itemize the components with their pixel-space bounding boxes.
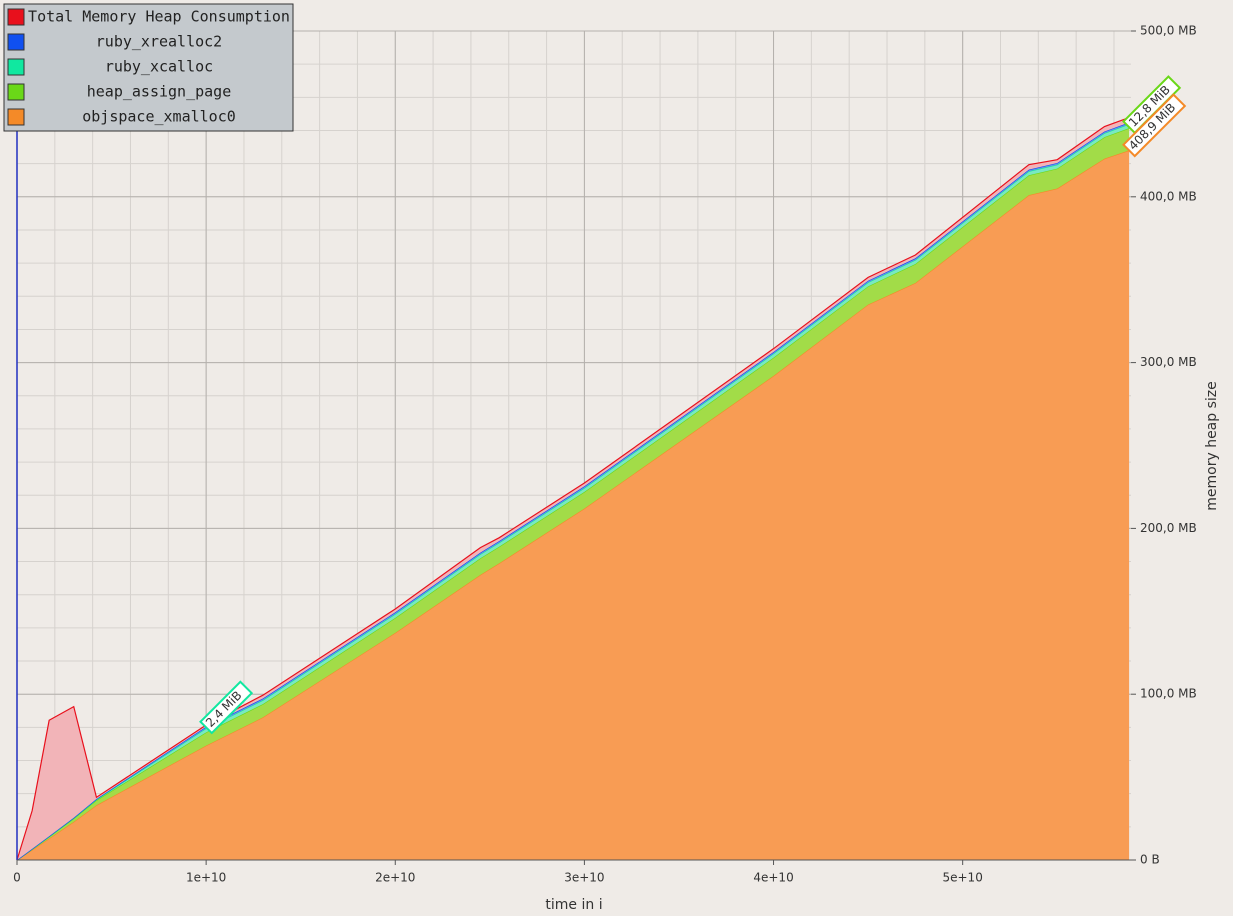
x-tick-label: 0 (13, 871, 21, 885)
y-axis-label: memory heap size (1204, 381, 1220, 511)
x-tick-label: 5e+10 (942, 871, 982, 885)
legend-label: objspace_xmalloc0 (82, 108, 236, 126)
legend-swatch (7, 33, 25, 51)
x-tick-label: 4e+10 (753, 871, 793, 885)
legend-swatch (7, 83, 25, 101)
x-tick-label: 2e+10 (375, 871, 415, 885)
legend-label: ruby_xrealloc2 (96, 33, 222, 51)
annotation-box (1122, 93, 1187, 158)
x-tick-label: 3e+10 (564, 871, 604, 885)
area-fill (17, 128, 1130, 860)
area-fill (17, 150, 1130, 861)
legend-label: Total Memory Heap Consumption (28, 8, 290, 26)
x-tick-label: 1e+10 (186, 871, 226, 885)
legend-label: heap_assign_page (87, 83, 232, 101)
area-line (16, 116, 1130, 861)
legend: Total Memory Heap Consumption ruby_xreall… (3, 3, 294, 132)
y-tick-label: 200,0 MB (1140, 521, 1197, 535)
legend-label: ruby_xcalloc (105, 58, 213, 76)
y-tick-label: 100,0 MB (1140, 687, 1197, 701)
y-tick-label: 400,0 MB (1140, 189, 1197, 203)
area-line (16, 121, 1130, 861)
y-tick-label: 500,0 MB (1140, 24, 1197, 38)
legend-swatch (7, 8, 25, 26)
legend-swatch (7, 58, 25, 76)
y-tick-label: 0 B (1140, 853, 1160, 867)
y-tick-label: 300,0 MB (1140, 355, 1197, 369)
x-axis-label: time in i (545, 897, 602, 913)
legend-box (3, 3, 294, 132)
legend-swatch (7, 108, 25, 126)
annotation-box (199, 680, 254, 735)
